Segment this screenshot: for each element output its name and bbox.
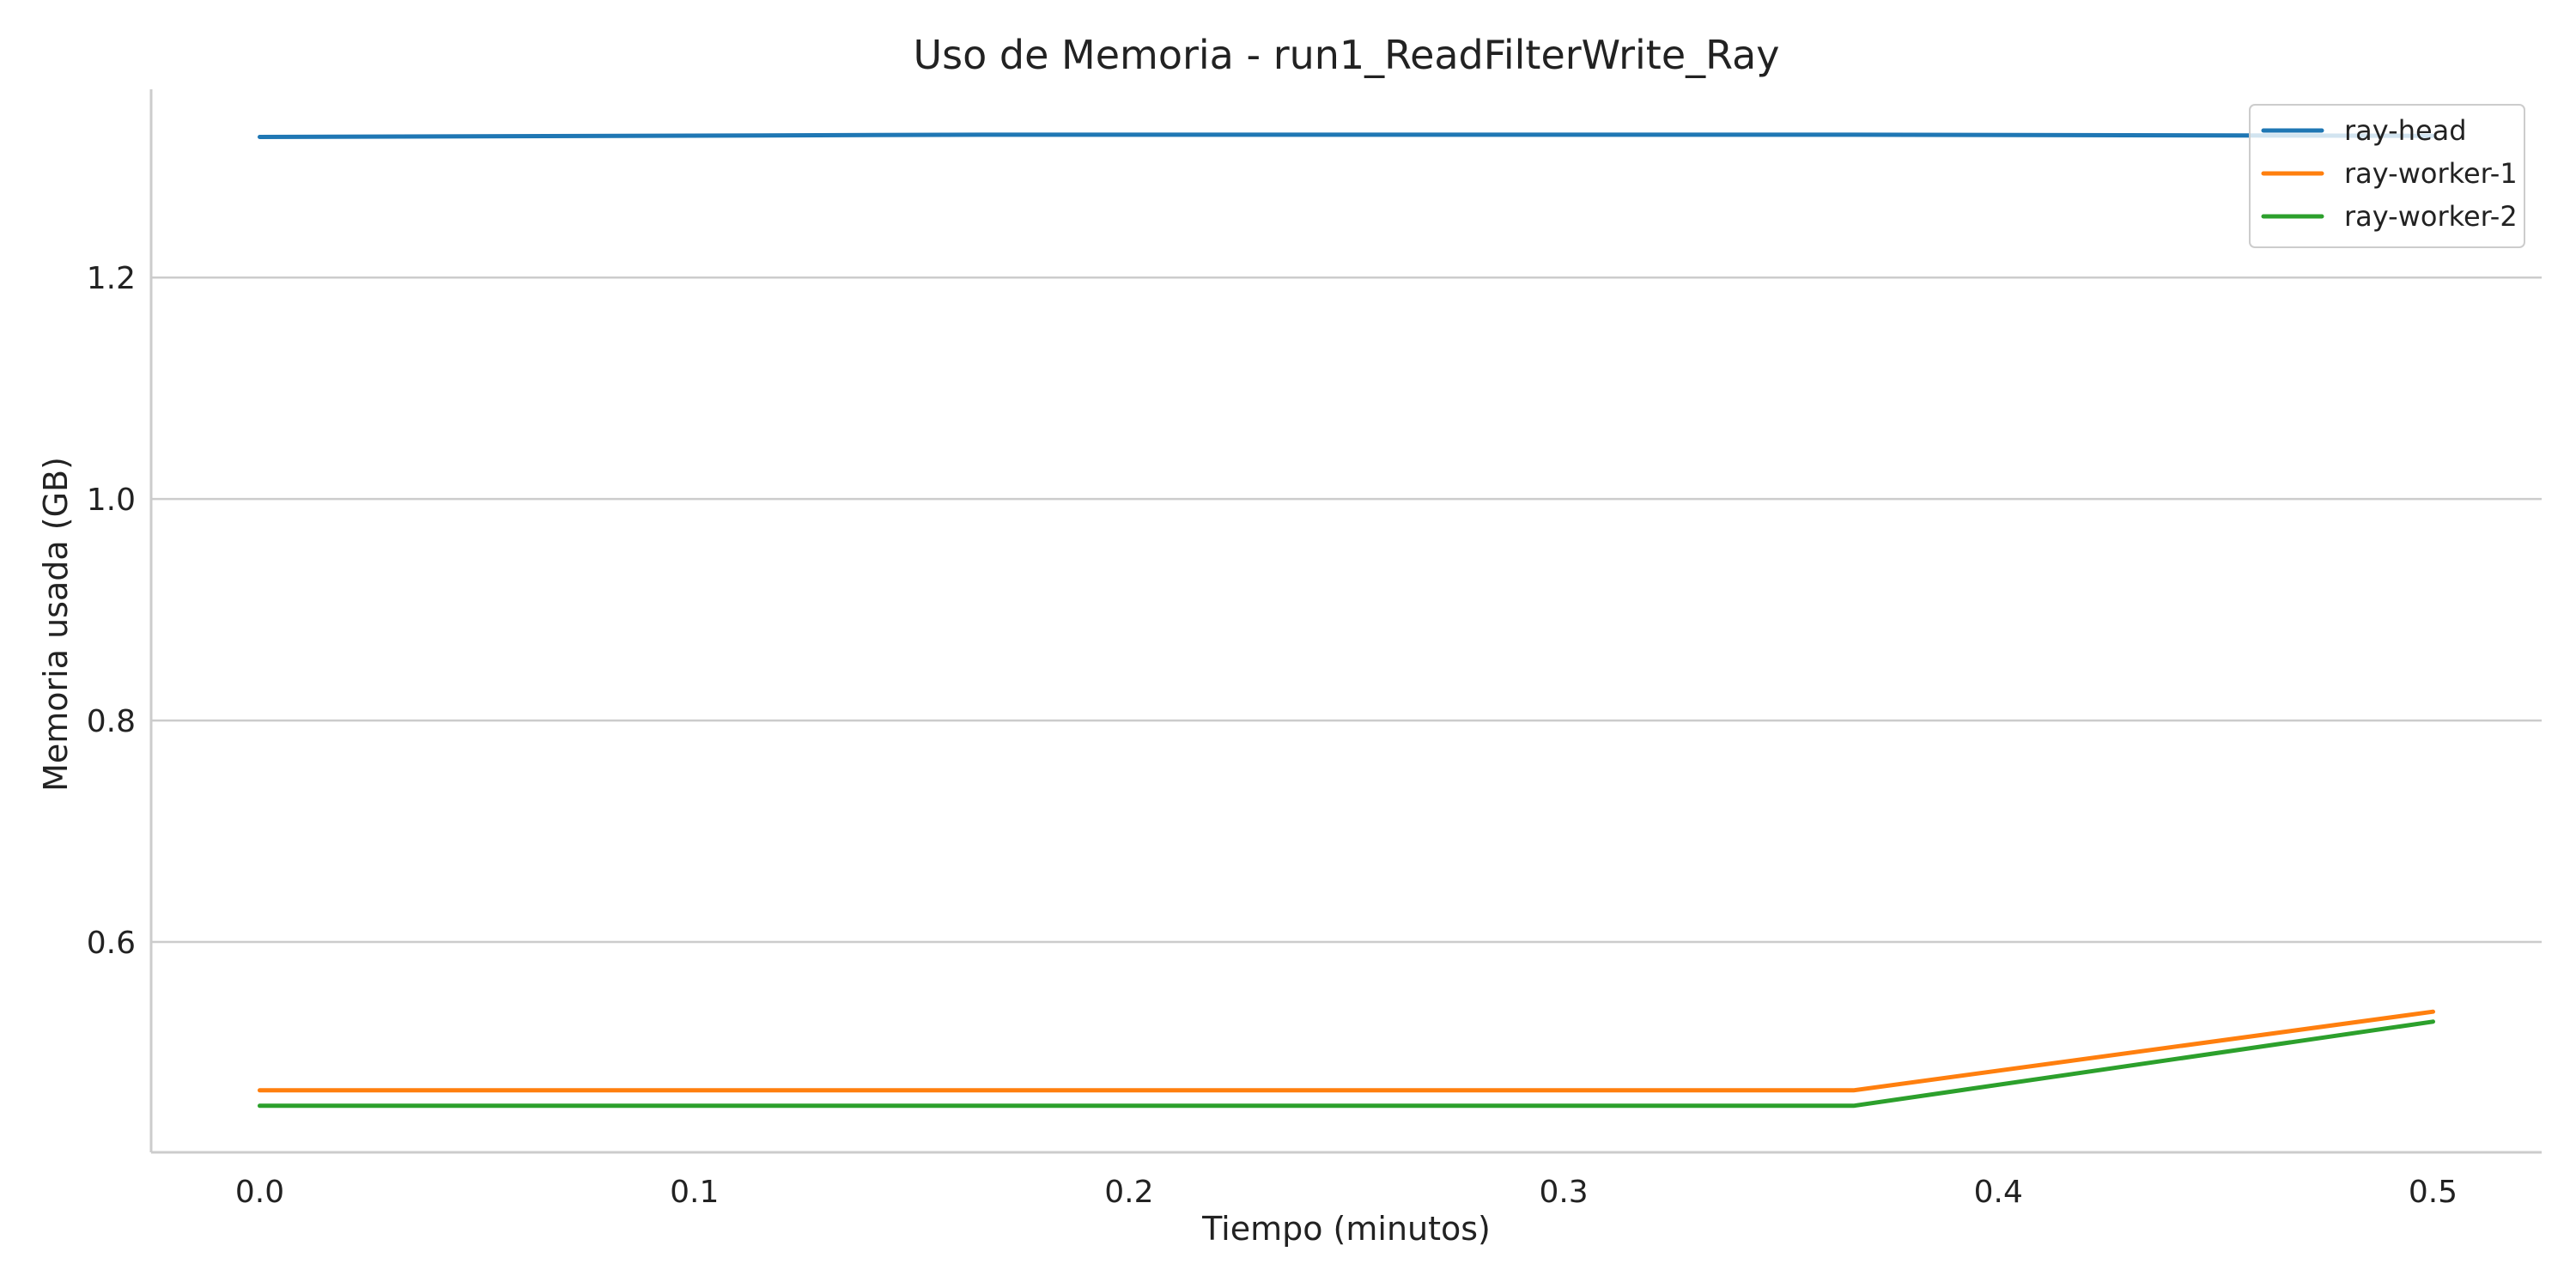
- x-tick-label: 0.0: [235, 1175, 284, 1210]
- series-lines: [258, 132, 2435, 1109]
- legend-label-ray-head: ray-head: [2344, 114, 2467, 147]
- legend-label-ray-worker-2: ray-worker-2: [2344, 200, 2518, 233]
- legend: ray-head ray-worker-1 ray-worker-2: [2249, 104, 2525, 248]
- x-axis-label: Tiempo (minutos): [1201, 1210, 1491, 1248]
- y-axis-ticks: 0.6 0.8 1.0 1.2: [87, 261, 136, 961]
- axes-spines: [149, 89, 2542, 1154]
- series-line-ray-head: [258, 132, 2435, 139]
- y-tick-label: 1.0: [87, 483, 136, 518]
- grid-lines: [151, 276, 2542, 944]
- x-axis-ticks: 0.0 0.1 0.2 0.3 0.4 0.5: [235, 1175, 2458, 1210]
- y-tick-label: 1.2: [87, 261, 136, 296]
- x-tick-label: 0.4: [1974, 1175, 2023, 1210]
- x-tick-label: 0.1: [670, 1175, 719, 1210]
- y-tick-label: 0.6: [87, 926, 136, 961]
- chart-title: Uso de Memoria - run1_ReadFilterWrite_Ra…: [914, 32, 1780, 78]
- y-axis-label: Memoria usada (GB): [37, 457, 75, 792]
- x-tick-label: 0.5: [2409, 1175, 2458, 1210]
- series-line-ray-worker-1: [258, 1009, 2435, 1093]
- x-tick-label: 0.2: [1104, 1175, 1153, 1210]
- x-tick-label: 0.3: [1539, 1175, 1588, 1210]
- legend-label-ray-worker-1: ray-worker-1: [2344, 157, 2518, 190]
- legend-frame: [2249, 104, 2525, 248]
- series-line-ray-worker-2: [258, 1019, 2435, 1109]
- y-tick-label: 0.8: [87, 704, 136, 739]
